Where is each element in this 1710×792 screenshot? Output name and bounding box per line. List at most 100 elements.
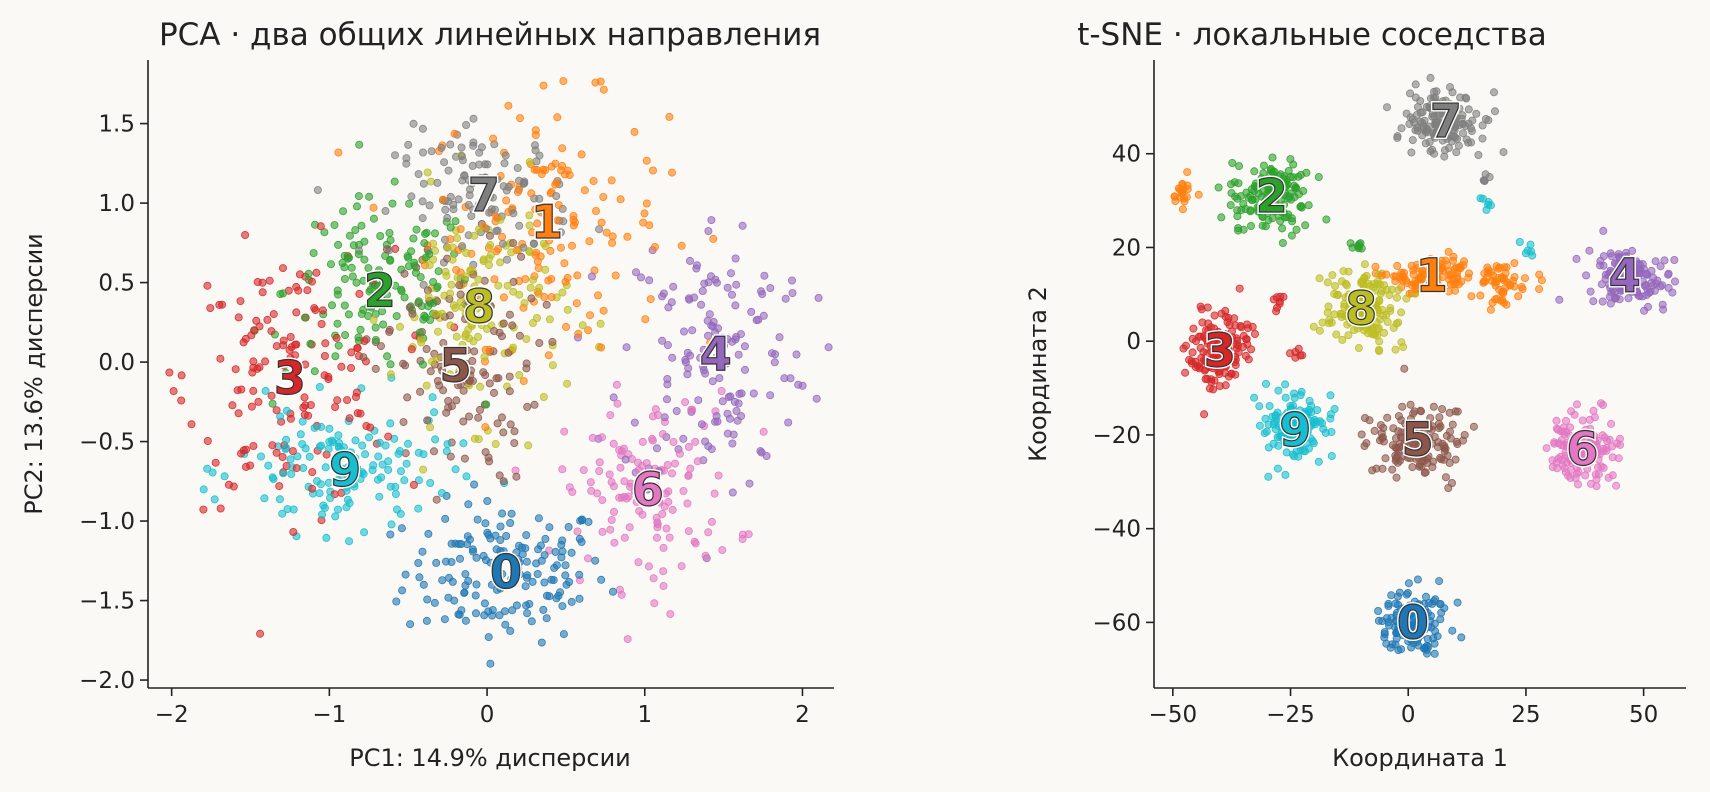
tsne-point-cluster-0 <box>1384 602 1393 611</box>
pca-point-cluster-6 <box>588 433 597 442</box>
tsne-point-cluster-9 <box>1273 464 1282 473</box>
pca-point-cluster-1 <box>599 85 608 94</box>
tsne-point-cluster-7 <box>1411 80 1420 89</box>
pca-point-cluster-8 <box>458 340 467 349</box>
tsne-point-cluster-3 <box>1192 337 1201 346</box>
pca-point-cluster-4 <box>732 406 741 415</box>
pca-point-cluster-6 <box>595 458 604 467</box>
pca-point-cluster-4 <box>701 353 710 362</box>
tsne-point-cluster-5 <box>1440 447 1449 456</box>
pca-point-cluster-0 <box>523 609 532 618</box>
pca-point-cluster-1 <box>569 221 578 230</box>
pca-point-cluster-4 <box>692 264 701 273</box>
pca-point-cluster-6 <box>644 562 653 571</box>
tsne-point-cluster-5 <box>1391 443 1400 452</box>
pca-point-cluster-9 <box>305 452 314 461</box>
pca-point-cluster-7 <box>437 143 446 152</box>
pca-point-cluster-2 <box>360 255 369 264</box>
pca-point-cluster-3 <box>231 365 240 374</box>
pca-point-cluster-2 <box>392 312 401 321</box>
pca-point-cluster-1 <box>577 150 586 159</box>
pca-point-cluster-0 <box>461 581 470 590</box>
tsne-point-cluster-2 <box>1247 195 1256 204</box>
pca-point-cluster-6 <box>664 497 673 506</box>
pca-point-cluster-8 <box>453 273 462 282</box>
tsne-point-cluster-8 <box>1386 304 1395 313</box>
pca-point-cluster-9 <box>328 438 337 447</box>
tsne-point-cluster-5 <box>1362 439 1371 448</box>
pca-cluster-label-outline-3: 3 <box>274 351 306 405</box>
pca-point-cluster-8 <box>446 321 455 330</box>
pca-point-cluster-7 <box>454 195 463 204</box>
pca-point-cluster-8 <box>417 335 426 344</box>
pca-point-cluster-9 <box>264 461 273 470</box>
pca-point-cluster-3 <box>384 432 393 441</box>
pca-point-cluster-2 <box>379 320 388 329</box>
pca-point-cluster-0 <box>534 514 543 523</box>
pca-point-cluster-0 <box>406 620 415 629</box>
tsne-point-cluster-3 <box>1235 284 1244 293</box>
pca-point-cluster-4 <box>680 327 689 336</box>
pca-point-cluster-9 <box>279 469 288 478</box>
pca-point-cluster-8 <box>474 225 483 234</box>
tsne-point-cluster-4 <box>1599 261 1608 270</box>
pca-point-cluster-0 <box>539 605 548 614</box>
pca-point-cluster-7 <box>467 211 476 220</box>
pca-point-cluster-9 <box>199 485 208 494</box>
pca-point-cluster-2 <box>403 252 412 261</box>
tsne-point-cluster-4 <box>1585 246 1594 255</box>
pca-point-cluster-9 <box>375 438 384 447</box>
pca-point-cluster-5 <box>506 420 515 429</box>
pca-point-cluster-4 <box>632 268 641 277</box>
pca-point-cluster-6 <box>610 538 619 547</box>
pca-point-cluster-5 <box>469 300 478 309</box>
pca-cluster-label-5: 5 <box>440 338 472 392</box>
pca-point-cluster-2 <box>365 192 374 201</box>
pca-point-cluster-0 <box>512 561 521 570</box>
pca-point-cluster-3 <box>177 371 186 380</box>
pca-point-cluster-5 <box>460 454 469 463</box>
pca-point-cluster-0 <box>498 570 507 579</box>
pca-point-cluster-2 <box>386 360 395 369</box>
pca-point-cluster-9 <box>321 463 330 472</box>
pca-point-cluster-6 <box>595 466 604 475</box>
pca-point-cluster-3 <box>239 338 248 347</box>
pca-point-cluster-5 <box>408 309 417 318</box>
pca-point-cluster-7 <box>492 227 501 236</box>
pca-point-cluster-8 <box>369 315 378 324</box>
pca-point-cluster-1 <box>540 292 549 301</box>
pca-point-cluster-5 <box>474 413 483 422</box>
pca-point-cluster-3 <box>241 230 250 239</box>
pca-point-cluster-6 <box>609 439 618 448</box>
tsne-point-cluster-1 <box>1495 263 1504 272</box>
pca-point-cluster-1 <box>706 338 715 347</box>
tsne-point-cluster-2 <box>1261 222 1270 231</box>
pca-point-cluster-7 <box>481 177 490 186</box>
pca-point-cluster-5 <box>508 321 517 330</box>
pca-point-cluster-7 <box>419 179 428 188</box>
tsne-point-cluster-2 <box>1346 239 1355 248</box>
pca-panel: PCA · два общих линейных направления −2−… <box>20 17 834 772</box>
pca-point-cluster-1 <box>553 113 562 122</box>
pca-point-cluster-3 <box>278 264 287 273</box>
tsne-point-cluster-7 <box>1393 133 1402 142</box>
pca-point-cluster-9 <box>293 452 302 461</box>
pca-point-cluster-2 <box>397 287 406 296</box>
pca-point-cluster-8 <box>558 288 567 297</box>
pca-point-cluster-6 <box>717 386 726 395</box>
pca-point-cluster-9 <box>437 488 446 497</box>
tsne-point-cluster-0 <box>1430 649 1439 658</box>
pca-point-cluster-4 <box>707 216 716 225</box>
tsne-point-cluster-1 <box>1476 291 1485 300</box>
tsne-point-cluster-9 <box>1297 387 1306 396</box>
pca-point-cluster-4 <box>731 254 740 263</box>
pca-point-cluster-5 <box>485 231 494 240</box>
tsne-y-axis-label: Координата 2 <box>1024 286 1052 462</box>
pca-point-cluster-7 <box>460 171 469 180</box>
pca-point-cluster-2 <box>355 140 364 149</box>
pca-point-cluster-8 <box>474 275 483 284</box>
pca-point-cluster-7 <box>409 119 418 128</box>
pca-point-cluster-8 <box>425 261 434 270</box>
pca-point-cluster-5 <box>426 367 435 376</box>
pca-point-cluster-9 <box>386 419 395 428</box>
